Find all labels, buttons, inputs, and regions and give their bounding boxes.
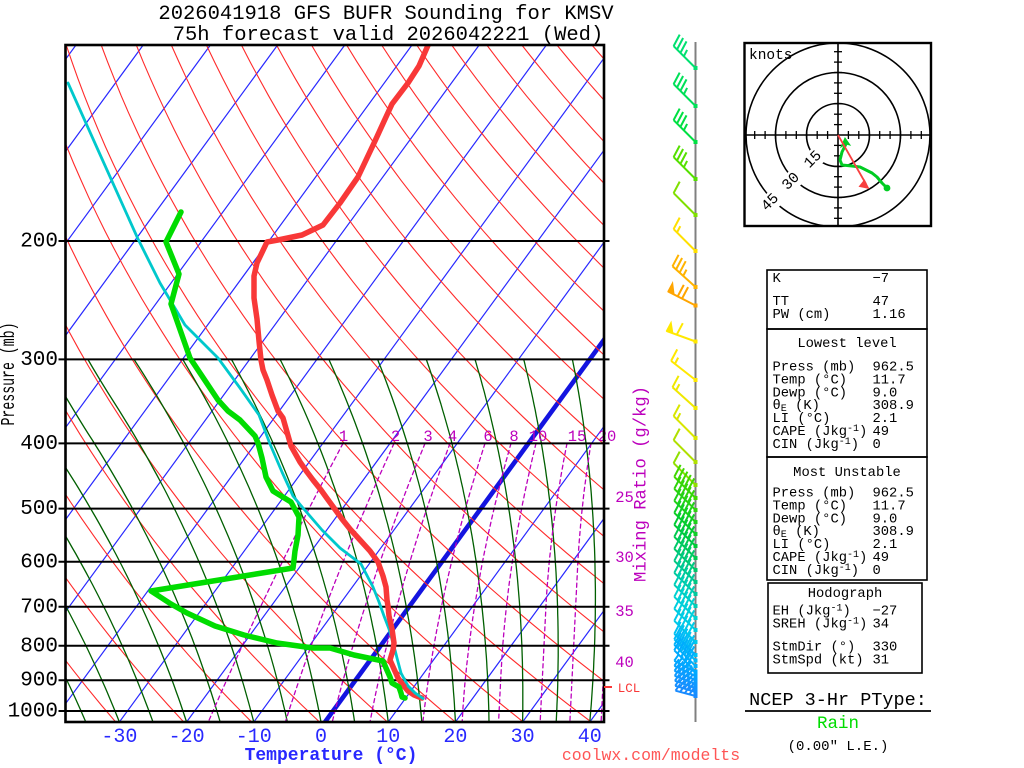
svg-text:TT: TT — [773, 295, 790, 310]
svg-text:CIN (Jkg-1): CIN (Jkg-1) — [773, 437, 860, 453]
svg-text:SREH (Jkg-1): SREH (Jkg-1) — [773, 617, 868, 633]
svg-text:700: 700 — [20, 596, 58, 619]
svg-text:10: 10 — [376, 726, 400, 749]
svg-text:LI (°C): LI (°C) — [773, 537, 831, 553]
svg-text:3: 3 — [423, 428, 432, 446]
svg-text:Press (mb): Press (mb) — [773, 360, 856, 376]
svg-text:15: 15 — [568, 428, 587, 446]
svg-text:9.0: 9.0 — [873, 386, 898, 401]
svg-text:308.9: 308.9 — [873, 525, 914, 540]
svg-text:962.5: 962.5 — [873, 361, 914, 376]
svg-text:LCL: LCL — [618, 682, 641, 696]
svg-text:800: 800 — [20, 635, 58, 658]
svg-text:300: 300 — [20, 349, 58, 372]
svg-text:K: K — [773, 272, 782, 287]
svg-text:30: 30 — [511, 726, 535, 749]
svg-text:−7: −7 — [873, 272, 890, 287]
svg-text:−27: −27 — [873, 605, 898, 620]
svg-text:900: 900 — [20, 670, 58, 693]
svg-text:Temp (°C): Temp (°C) — [773, 372, 848, 388]
svg-text:75h forecast valid 2026042221: 75h forecast valid 2026042221 (Wed) — [173, 24, 604, 47]
svg-text:-10: -10 — [236, 726, 272, 749]
svg-text:1.16: 1.16 — [873, 308, 906, 323]
svg-text:1: 1 — [339, 428, 348, 446]
svg-text:Pressure (mb): Pressure (mb) — [0, 323, 20, 426]
svg-text:962.5: 962.5 — [873, 487, 914, 502]
svg-text:NCEP 3-Hr PType:: NCEP 3-Hr PType: — [749, 690, 927, 711]
svg-text:25: 25 — [615, 489, 634, 507]
svg-text:20: 20 — [598, 428, 617, 446]
svg-text:2.1: 2.1 — [873, 412, 898, 427]
svg-text:49: 49 — [873, 425, 890, 440]
svg-text:20: 20 — [443, 726, 467, 749]
svg-text:CAPE (Jkg-1): CAPE (Jkg-1) — [773, 424, 868, 440]
svg-text:31: 31 — [873, 654, 890, 669]
svg-text:Lowest level: Lowest level — [797, 336, 896, 352]
svg-text:-30: -30 — [101, 726, 137, 749]
svg-text:400: 400 — [20, 433, 58, 456]
svg-text:47: 47 — [873, 295, 890, 310]
svg-text:500: 500 — [20, 498, 58, 521]
svg-text:11.7: 11.7 — [873, 499, 906, 514]
svg-text:2: 2 — [391, 428, 400, 446]
svg-text:600: 600 — [20, 551, 58, 574]
svg-text:40: 40 — [615, 654, 634, 672]
svg-text:2.1: 2.1 — [873, 538, 898, 553]
svg-text:35: 35 — [615, 603, 634, 621]
svg-text:40: 40 — [578, 726, 602, 749]
svg-text:Mixing Ratio (g/kg): Mixing Ratio (g/kg) — [632, 386, 652, 582]
svg-text:330: 330 — [873, 641, 898, 656]
svg-text:StmSpd (kt): StmSpd (kt) — [773, 653, 864, 669]
svg-text:6: 6 — [483, 428, 492, 446]
svg-text:knots: knots — [749, 48, 793, 64]
svg-text:10: 10 — [529, 428, 548, 446]
svg-text:11.7: 11.7 — [873, 373, 906, 388]
svg-text:Dewp (°C): Dewp (°C) — [773, 385, 848, 401]
svg-text:StmDir (°): StmDir (°) — [773, 640, 856, 656]
svg-text:Rain: Rain — [817, 714, 859, 734]
svg-text:(0.00" L.E.): (0.00" L.E.) — [788, 739, 889, 755]
svg-text:Dewp (°C): Dewp (°C) — [773, 511, 848, 527]
svg-text:0: 0 — [873, 438, 881, 453]
svg-text:Temp (°C): Temp (°C) — [773, 498, 848, 514]
svg-text:308.9: 308.9 — [873, 399, 914, 414]
svg-text:CAPE (Jkg-1): CAPE (Jkg-1) — [773, 550, 868, 566]
svg-text:2026041918 GFS BUFR Sounding f: 2026041918 GFS BUFR Sounding for KMSV — [158, 3, 614, 26]
svg-text:-20: -20 — [169, 726, 205, 749]
svg-text:0: 0 — [873, 564, 881, 579]
svg-text:Hodograph: Hodograph — [808, 586, 883, 602]
svg-text:9.0: 9.0 — [873, 512, 898, 527]
svg-text:Press (mb): Press (mb) — [773, 486, 856, 502]
svg-text:8: 8 — [509, 428, 518, 446]
svg-text:LI (°C): LI (°C) — [773, 411, 831, 427]
svg-text:1000: 1000 — [8, 701, 58, 724]
svg-text:49: 49 — [873, 551, 890, 566]
svg-text:coolwx.com/modelts: coolwx.com/modelts — [562, 746, 740, 765]
svg-text:Most Unstable: Most Unstable — [793, 465, 901, 481]
svg-text:30: 30 — [615, 549, 634, 567]
svg-text:4: 4 — [448, 428, 457, 446]
svg-text:34: 34 — [873, 618, 890, 633]
svg-text:PW (cm): PW (cm) — [773, 307, 831, 323]
svg-text:CIN (Jkg-1): CIN (Jkg-1) — [773, 563, 860, 579]
svg-text:200: 200 — [20, 231, 58, 254]
svg-text:0: 0 — [315, 726, 327, 749]
svg-text:Temperature (°C): Temperature (°C) — [245, 746, 418, 766]
